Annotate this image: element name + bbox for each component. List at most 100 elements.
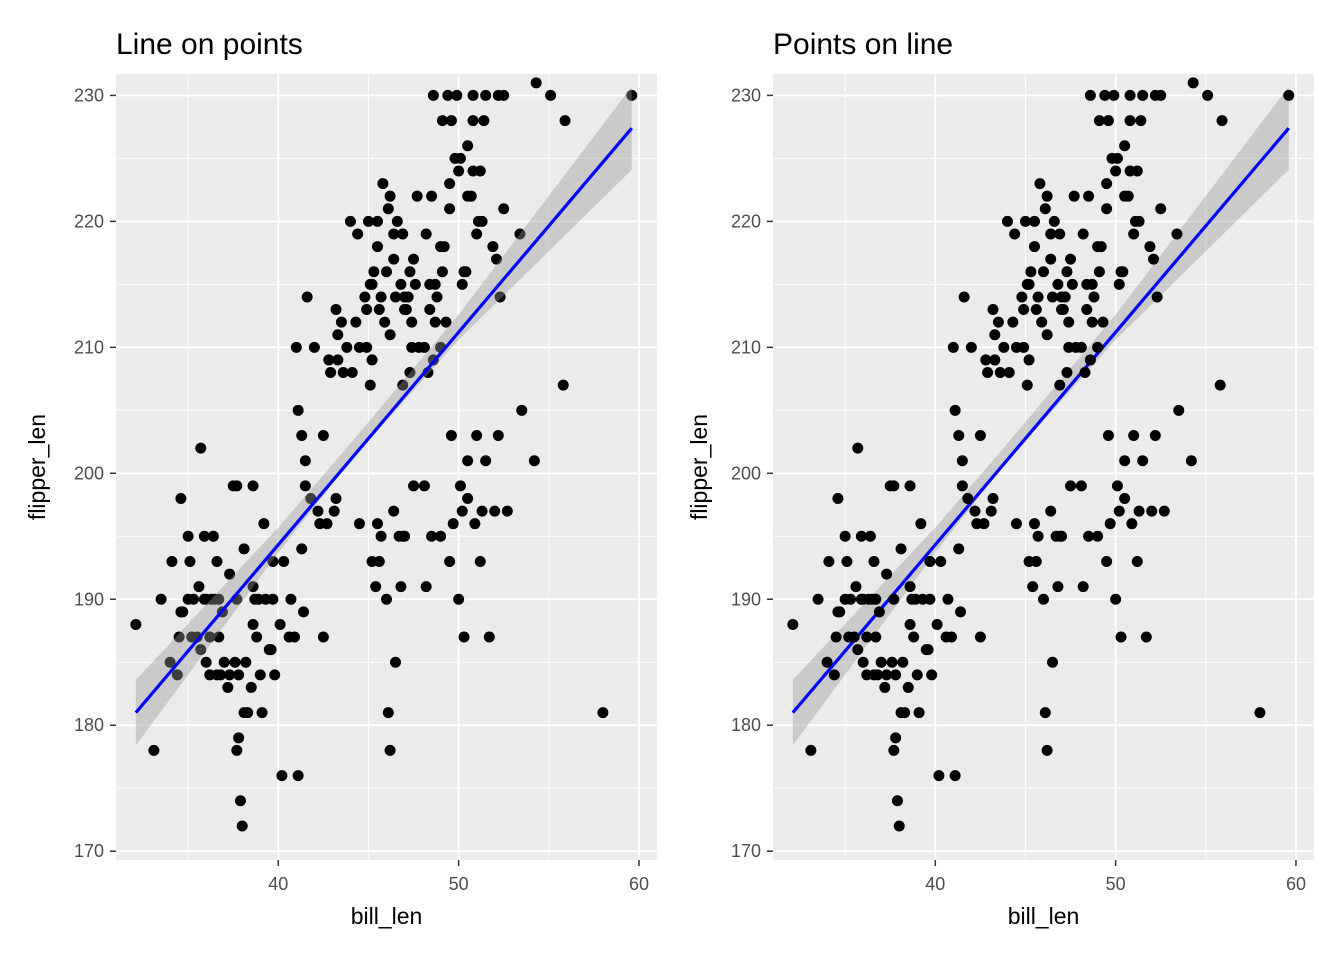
data-point	[1047, 291, 1059, 303]
data-point	[474, 555, 486, 567]
data-point	[530, 77, 542, 89]
data-point	[1066, 278, 1078, 290]
data-point	[1068, 190, 1080, 202]
data-point	[397, 379, 409, 391]
data-point	[870, 593, 882, 605]
data-point	[447, 518, 459, 530]
data-point	[456, 278, 468, 290]
data-point	[325, 367, 337, 379]
x-tick-label: 40	[268, 874, 288, 894]
data-point	[229, 656, 241, 668]
data-point	[1056, 530, 1068, 542]
layer-front	[134, 86, 633, 746]
data-point	[895, 543, 907, 555]
data-point	[1018, 304, 1030, 316]
data-point	[494, 291, 506, 303]
data-point	[978, 518, 990, 530]
x-axis-title: bill_len	[351, 903, 423, 929]
data-point	[830, 631, 842, 643]
data-point	[1173, 404, 1185, 416]
data-point	[1047, 656, 1059, 668]
data-point	[418, 341, 430, 353]
data-point	[821, 656, 833, 668]
data-point	[897, 656, 909, 668]
data-point	[267, 555, 279, 567]
data-point	[1115, 631, 1127, 643]
data-point	[1063, 316, 1075, 328]
data-point	[200, 656, 212, 668]
data-point	[1039, 203, 1051, 215]
data-point	[1081, 304, 1093, 316]
data-point	[332, 329, 344, 341]
data-point	[1140, 631, 1152, 643]
data-point	[1099, 89, 1111, 101]
y-tick-label: 180	[74, 715, 104, 735]
data-point	[987, 492, 999, 504]
data-point	[1052, 278, 1064, 290]
data-point	[1034, 178, 1046, 190]
data-point	[1092, 530, 1104, 542]
data-point	[1254, 707, 1266, 719]
data-point	[1158, 505, 1170, 517]
data-point	[787, 618, 799, 630]
data-point	[879, 681, 891, 693]
data-point	[375, 291, 387, 303]
data-point	[476, 215, 488, 227]
y-tick-label: 210	[74, 337, 104, 357]
data-point	[1115, 266, 1127, 278]
data-point	[1187, 77, 1199, 89]
data-point	[195, 442, 207, 454]
data-point	[1126, 518, 1138, 530]
data-point	[317, 430, 329, 442]
data-point	[418, 480, 430, 492]
data-point	[1021, 379, 1033, 391]
data-point	[1084, 89, 1096, 101]
data-point	[312, 505, 324, 517]
y-tick-label: 230	[74, 85, 104, 105]
data-point	[256, 707, 268, 719]
data-point	[408, 253, 420, 265]
data-point	[1119, 455, 1131, 467]
data-point	[330, 492, 342, 504]
data-point	[458, 266, 470, 278]
data-point	[1061, 266, 1073, 278]
data-point	[1041, 744, 1053, 756]
data-point	[211, 555, 223, 567]
data-point	[328, 505, 340, 517]
data-point	[384, 329, 396, 341]
data-point	[399, 530, 411, 542]
data-point	[1023, 278, 1035, 290]
data-point	[445, 115, 457, 127]
data-point	[857, 656, 869, 668]
data-point	[424, 304, 436, 316]
data-point	[1032, 291, 1044, 303]
data-point	[1144, 241, 1156, 253]
data-point	[1032, 530, 1044, 542]
data-point	[1108, 89, 1120, 101]
data-point	[1214, 379, 1226, 391]
data-point	[375, 530, 387, 542]
data-point	[956, 480, 968, 492]
data-point	[352, 228, 364, 240]
data-point	[904, 480, 916, 492]
x-axis-title: bill_len	[1008, 903, 1080, 929]
data-point	[478, 115, 490, 127]
data-point	[501, 505, 513, 517]
data-point	[545, 89, 557, 101]
data-point	[1036, 316, 1048, 328]
data-point	[1048, 215, 1060, 227]
data-point	[267, 593, 279, 605]
data-point	[411, 190, 423, 202]
data-point	[489, 505, 501, 517]
y-axis: 170 180 190 200 210 220 230	[74, 85, 116, 861]
data-point	[462, 190, 474, 202]
data-point	[395, 581, 407, 593]
data-point	[395, 278, 407, 290]
data-point	[471, 430, 483, 442]
data-point	[164, 656, 176, 668]
data-point	[274, 618, 286, 630]
data-point	[1030, 555, 1042, 567]
data-point	[855, 530, 867, 542]
data-point	[1110, 593, 1122, 605]
data-point	[431, 291, 443, 303]
